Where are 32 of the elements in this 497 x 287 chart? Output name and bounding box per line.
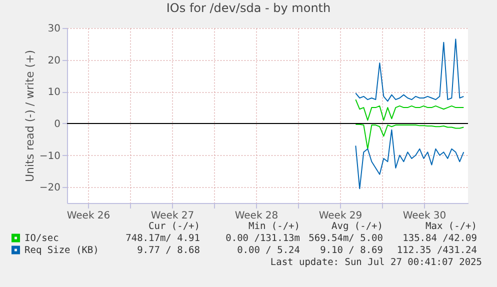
x-tick-label: Week 30 — [402, 210, 446, 222]
x-tick-label: Week 26 — [66, 210, 110, 222]
line-series — [355, 129, 464, 190]
text: 569.54m/ 5.00 — [308, 233, 383, 245]
y-tick-label: 0 — [54, 118, 60, 130]
text: Avg (-/+) — [332, 221, 383, 233]
text: Last update: Sun Jul 27 00:41:07 2025 — [270, 257, 482, 269]
text: Cur (-/+) — [148, 221, 200, 233]
text: 748.17m/ 4.91 — [126, 233, 200, 245]
y-tick-label: −10 — [39, 150, 60, 162]
x-tick-label: Week 27 — [150, 210, 194, 222]
x-tick-label: Week 29 — [318, 210, 362, 222]
text: Max (-/+) — [426, 221, 477, 233]
legend-label: IO/sec — [24, 233, 59, 244]
text: 112.35 /431.24 — [396, 245, 477, 257]
y-tick-label: 20 — [48, 55, 60, 66]
y-tick-label: 30 — [48, 24, 60, 34]
text: Min (-/+) — [248, 221, 300, 233]
y-axis-title: Units read (-) / write (+) — [23, 50, 36, 182]
text: 0.00 /131.13m — [226, 233, 300, 245]
chart-title: IOs for /dev/sda - by month — [166, 1, 331, 15]
text: 9.10 / 8.69 — [320, 245, 383, 257]
text: 9.77 / 8.68 — [137, 245, 200, 257]
legend-label: Req Size (KB) — [24, 245, 99, 256]
line-series — [355, 99, 464, 121]
line-series — [355, 38, 464, 102]
y-tick-label: −20 — [39, 182, 60, 194]
text: 135.84 /42.09 — [402, 233, 477, 245]
x-tick-label: Week 28 — [234, 210, 278, 222]
line-series — [355, 124, 464, 150]
y-tick-label: 10 — [48, 87, 60, 98]
text: 0.00 / 5.24 — [237, 245, 300, 257]
